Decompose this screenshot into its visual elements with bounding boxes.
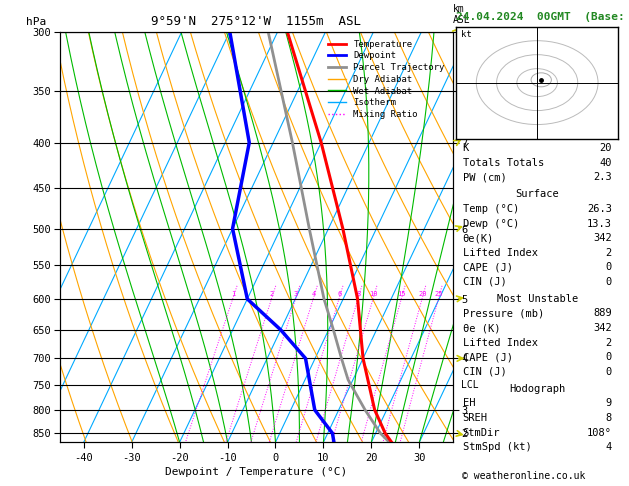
Text: km
ASL: km ASL	[453, 4, 470, 25]
Text: 2: 2	[606, 248, 612, 258]
Text: Dewp (°C): Dewp (°C)	[462, 219, 519, 228]
Text: Hodograph: Hodograph	[509, 384, 565, 394]
Text: CAPE (J): CAPE (J)	[462, 352, 513, 362]
Text: CAPE (J): CAPE (J)	[462, 262, 513, 272]
Text: LCL: LCL	[460, 380, 479, 390]
Text: 24.04.2024  00GMT  (Base: 18): 24.04.2024 00GMT (Base: 18)	[456, 12, 629, 22]
Text: PW (cm): PW (cm)	[462, 173, 506, 182]
Text: 342: 342	[593, 323, 612, 333]
Text: 15: 15	[398, 291, 406, 297]
Text: 889: 889	[593, 309, 612, 318]
Text: 40: 40	[599, 158, 612, 168]
Text: 20: 20	[418, 291, 427, 297]
Text: EH: EH	[462, 399, 475, 408]
Text: 0: 0	[606, 352, 612, 362]
Text: kt: kt	[461, 30, 472, 39]
Text: 0: 0	[606, 262, 612, 272]
Text: SREH: SREH	[462, 413, 487, 423]
Text: 1: 1	[231, 291, 235, 297]
Text: 8: 8	[357, 291, 360, 297]
Text: 20: 20	[599, 143, 612, 153]
Text: θe (K): θe (K)	[462, 323, 500, 333]
Text: Lifted Index: Lifted Index	[462, 248, 538, 258]
Text: StmDir: StmDir	[462, 428, 500, 437]
Text: Pressure (mb): Pressure (mb)	[462, 309, 543, 318]
Text: 13.3: 13.3	[587, 219, 612, 228]
Text: 3: 3	[294, 291, 298, 297]
Text: 108°: 108°	[587, 428, 612, 437]
Text: θe(K): θe(K)	[462, 233, 494, 243]
Text: CIN (J): CIN (J)	[462, 367, 506, 377]
Text: Lifted Index: Lifted Index	[462, 338, 538, 347]
Text: CIN (J): CIN (J)	[462, 277, 506, 287]
Text: 10: 10	[369, 291, 378, 297]
Text: Temp (°C): Temp (°C)	[462, 204, 519, 214]
Text: 9: 9	[606, 399, 612, 408]
Text: 0: 0	[606, 277, 612, 287]
Text: StmSpd (kt): StmSpd (kt)	[462, 442, 532, 452]
Text: 2.3: 2.3	[593, 173, 612, 182]
Text: 25: 25	[435, 291, 443, 297]
Title: 9°59'N  275°12'W  1155m  ASL: 9°59'N 275°12'W 1155m ASL	[152, 15, 361, 28]
Text: 2: 2	[606, 338, 612, 347]
Legend: Temperature, Dewpoint, Parcel Trajectory, Dry Adiabat, Wet Adiabat, Isotherm, Mi: Temperature, Dewpoint, Parcel Trajectory…	[325, 36, 448, 122]
Text: hPa: hPa	[26, 17, 47, 28]
Text: 2: 2	[270, 291, 274, 297]
Text: Totals Totals: Totals Totals	[462, 158, 543, 168]
Text: 0: 0	[606, 367, 612, 377]
Text: K: K	[462, 143, 469, 153]
Text: 26.3: 26.3	[587, 204, 612, 214]
X-axis label: Dewpoint / Temperature (°C): Dewpoint / Temperature (°C)	[165, 467, 347, 477]
Text: 4: 4	[311, 291, 316, 297]
Text: Most Unstable: Most Unstable	[496, 294, 578, 304]
Text: © weatheronline.co.uk: © weatheronline.co.uk	[462, 471, 586, 481]
Text: 4: 4	[606, 442, 612, 452]
Text: 342: 342	[593, 233, 612, 243]
Text: 6: 6	[337, 291, 342, 297]
Text: 8: 8	[606, 413, 612, 423]
Text: Surface: Surface	[515, 190, 559, 199]
